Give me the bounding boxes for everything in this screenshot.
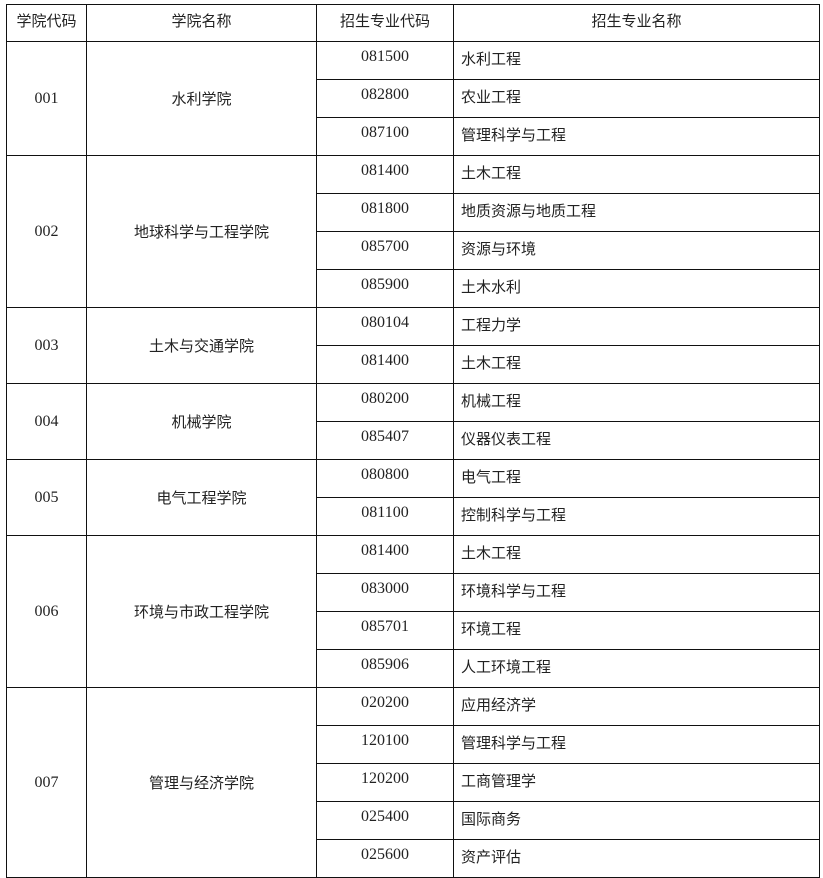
college-code: 002 [6,155,87,308]
header-college-code: 学院代码 [6,4,87,42]
table-body: 001 水利学院 081500 水利工程 082800 农业工程 087100 管理科学与工程… [6,41,820,878]
college-code: 001 [6,41,87,156]
major-name: 仪器仪表工程 [453,421,820,460]
table-row: 085701 环境工程 [7,611,820,650]
major-code: 085701 [316,611,454,650]
college-name: 水利学院 [86,41,317,156]
college-code: 005 [6,459,87,536]
major-code: 080800 [316,459,454,498]
table-row: 006 环境与市政工程学院 081400 土木工程 [6,535,820,688]
major-code: 080200 [316,383,454,422]
major-code: 085906 [316,649,454,688]
major-name: 机械工程 [453,383,820,422]
major-code: 120100 [316,725,454,764]
major-code: 120200 [316,763,454,802]
table-row: 005 电气工程学院 080800 电气工程 [6,459,820,536]
table-row: 120100 管理科学与工程 [7,725,820,764]
table-row: 081400 土木工程 [7,345,820,384]
major-name: 工商管理学 [453,763,820,802]
college-name: 管理与经济学院 [86,687,317,878]
major-name: 资产评估 [453,839,820,878]
major-name: 农业工程 [453,79,820,118]
major-code: 081800 [316,193,454,232]
major-name: 土木工程 [453,345,820,384]
college-name: 电气工程学院 [86,459,317,536]
major-code: 081400 [316,155,454,194]
header-row: 学院代码 学院名称 招生专业代码 招生专业名称 [6,4,820,42]
major-name: 工程力学 [453,307,820,346]
major-code: 085900 [316,269,454,308]
major-name: 地质资源与地质工程 [453,193,820,232]
header-college-name: 学院名称 [86,4,317,42]
header-major-name: 招生专业名称 [453,4,820,42]
table-row: 120200 工商管理学 [7,763,820,802]
table-row: 085900 土木水利 [7,269,820,308]
table-row: 085407 仪器仪表工程 [7,421,820,460]
major-code: 083000 [316,573,454,612]
table-row: 087100 管理科学与工程 [7,117,820,156]
table-row: 001 水利学院 081500 水利工程 [6,41,820,156]
major-name: 电气工程 [453,459,820,498]
table-row: 003 土木与交通学院 080104 工程力学 [6,307,820,384]
major-name: 水利工程 [453,41,820,80]
college-name: 机械学院 [86,383,317,460]
major-code: 081400 [316,535,454,574]
table-row: 002 地球科学与工程学院 081400 土木工程 [6,155,820,308]
major-name: 国际商务 [453,801,820,840]
major-code: 081100 [316,497,454,536]
major-code: 085700 [316,231,454,270]
major-name: 土木工程 [453,535,820,574]
table-row: 085906 人工环境工程 [7,649,820,688]
table-row: 007 管理与经济学院 020200 应用经济学 [6,687,820,878]
table-row: 082800 农业工程 [7,79,820,118]
major-name: 环境科学与工程 [453,573,820,612]
college-name: 土木与交通学院 [86,307,317,384]
major-name: 控制科学与工程 [453,497,820,536]
major-code: 025600 [316,839,454,878]
header-major-code: 招生专业代码 [316,4,454,42]
major-code: 025400 [316,801,454,840]
major-code: 085407 [316,421,454,460]
table-row: 004 机械学院 080200 机械工程 [6,383,820,460]
college-code: 004 [6,383,87,460]
college-code: 006 [6,535,87,688]
major-name: 环境工程 [453,611,820,650]
major-name: 管理科学与工程 [453,117,820,156]
table-row: 025400 国际商务 [7,801,820,840]
major-name: 管理科学与工程 [453,725,820,764]
major-name: 资源与环境 [453,231,820,270]
major-code: 082800 [316,79,454,118]
college-code: 003 [6,307,87,384]
major-code: 020200 [316,687,454,726]
major-name: 土木工程 [453,155,820,194]
major-name: 土木水利 [453,269,820,308]
table-row: 081100 控制科学与工程 [7,497,820,536]
college-name: 地球科学与工程学院 [86,155,317,308]
major-name: 人工环境工程 [453,649,820,688]
major-name: 应用经济学 [453,687,820,726]
major-code: 081500 [316,41,454,80]
college-code: 007 [6,687,87,878]
college-name: 环境与市政工程学院 [86,535,317,688]
major-code: 087100 [316,117,454,156]
major-code: 080104 [316,307,454,346]
table-row: 081800 地质资源与地质工程 [7,193,820,232]
table-row: 085700 资源与环境 [7,231,820,270]
major-code: 081400 [316,345,454,384]
majors-table: 学院代码 学院名称 招生专业代码 招生专业名称 001 水利学院 081500 水利工… [6,4,820,878]
